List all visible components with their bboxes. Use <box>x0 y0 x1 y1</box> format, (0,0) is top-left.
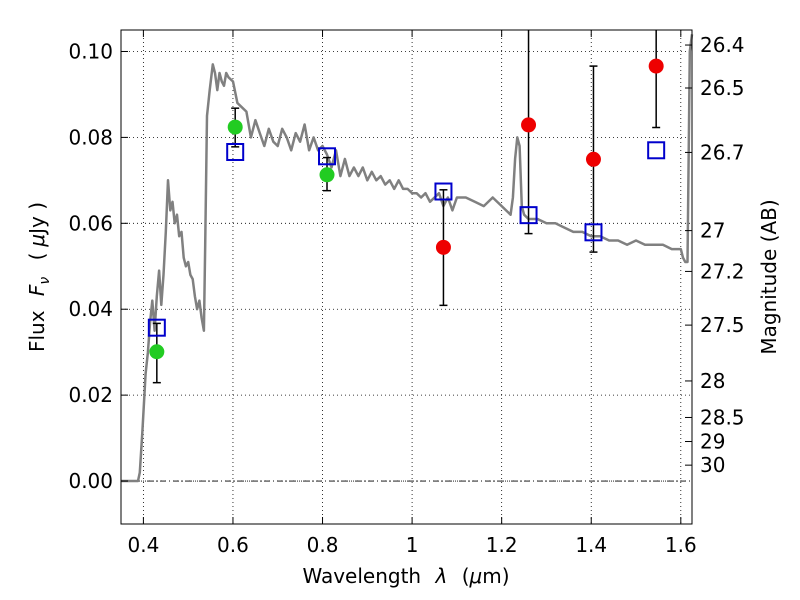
y-axis-label-unit-close: Jy ) <box>25 202 49 236</box>
y-tick-label: 0.08 <box>68 125 113 149</box>
y-axis-label-symbol: F <box>25 284 49 296</box>
red-photometry-point <box>648 58 664 74</box>
x-tick-label: 0.8 <box>307 533 339 557</box>
x-axis-label-unit-open: ( <box>462 564 470 588</box>
right-tick-label: 26.7 <box>700 140 745 164</box>
x-tick-label: 1 <box>406 533 419 557</box>
spectrum-layer <box>121 34 694 483</box>
right-tick-label: 27 <box>700 219 725 243</box>
y-tick-label: 0.00 <box>68 469 113 493</box>
grid-layer <box>121 30 692 524</box>
right-tick-label: 29 <box>700 430 725 454</box>
detection-point <box>149 344 165 360</box>
red-photometry-point <box>521 117 537 133</box>
model-square-marker <box>584 223 603 242</box>
x-tick-label: 1.4 <box>575 533 607 557</box>
right-tick-label: 26.5 <box>700 76 745 100</box>
plot-frame <box>120 29 693 525</box>
model-square-marker <box>226 142 245 161</box>
right-tick-label: 27.5 <box>700 313 745 337</box>
y-axis-label-text: Flux <box>25 310 49 352</box>
y-tick-label: 0.02 <box>68 383 113 407</box>
y-axis-label: Flux Fν ( μJy ) <box>25 202 54 352</box>
detection-point <box>319 167 335 183</box>
error-bar-layer <box>152 30 661 384</box>
y-tick-label: 0.04 <box>68 297 113 321</box>
y-axis-label-unit-mu: μ <box>25 234 49 248</box>
x-tick-label: 1.2 <box>486 533 518 557</box>
right-tick-label: 28.5 <box>700 405 745 429</box>
x-tick-label: 1.6 <box>665 533 697 557</box>
x-tick-label: 0.4 <box>127 533 159 557</box>
y-axis-label-subscript: ν <box>37 277 53 285</box>
y-tick-label: 0.06 <box>68 211 113 235</box>
detection-point <box>227 119 243 135</box>
right-tick-label: 27.2 <box>700 259 745 283</box>
x-axis-label-unit-mu: μ <box>469 564 483 588</box>
x-axis-label-unit-close: m) <box>482 564 509 588</box>
model-square-marker <box>434 182 453 201</box>
right-tick-label: 28 <box>700 369 725 393</box>
model-square-marker <box>147 318 166 337</box>
model-square-marker <box>647 141 666 160</box>
x-axis-label-text: Wavelength <box>302 564 421 588</box>
red-photometry-point <box>435 239 451 255</box>
x-axis-label: Wavelength λ (μm) <box>302 564 509 588</box>
marker-layer <box>147 58 666 360</box>
y-tick-label: 0.10 <box>68 39 113 63</box>
right-tick-label: 30 <box>700 453 725 477</box>
x-tick-label: 0.6 <box>217 533 249 557</box>
spectrum-line <box>121 34 694 483</box>
x-axis-label-symbol: λ <box>434 564 447 588</box>
y-axis-label-unit-open: ( <box>25 253 49 261</box>
model-square-marker <box>519 206 538 225</box>
red-photometry-point <box>585 151 601 167</box>
model-square-marker <box>318 147 337 166</box>
right-tick-label: 26.4 <box>700 33 745 57</box>
tick-layer: 0.4 0.6 0.8 1 1.2 1.4 1.6 0.00 0.02 0.04 0.06 0.08 0… <box>68 30 745 557</box>
right-axis-label: Magnitude (AB) <box>757 199 781 354</box>
